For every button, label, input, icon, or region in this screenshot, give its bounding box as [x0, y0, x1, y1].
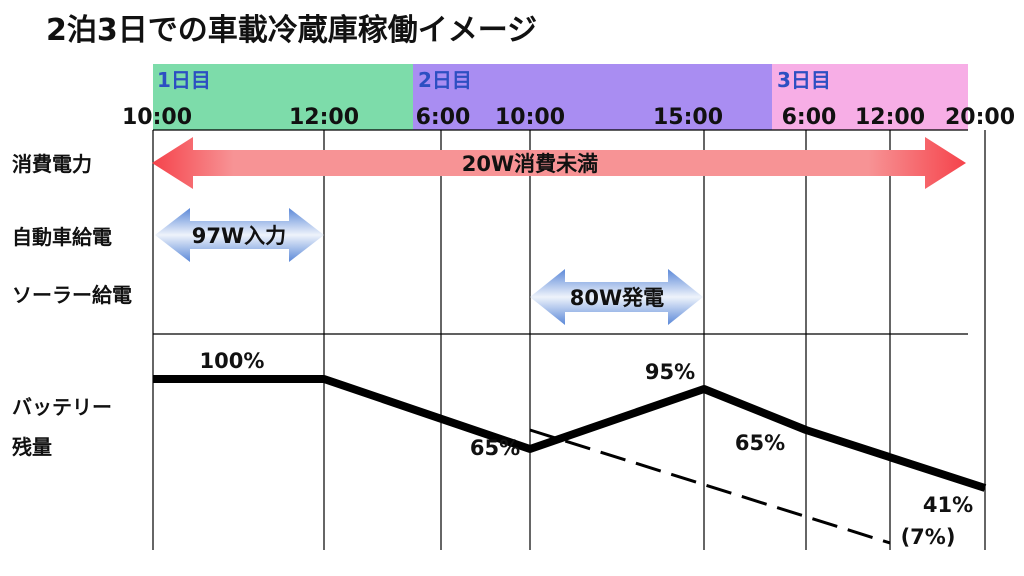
- day3-band: [772, 64, 968, 130]
- grid: [152, 129, 986, 550]
- chart-title: 2泊3日での車載冷蔵庫稼働イメージ: [46, 13, 537, 48]
- day1-label: 1日目: [157, 68, 211, 92]
- solar-supply-arrow: [530, 269, 703, 325]
- tick-label: 6:00: [782, 105, 837, 130]
- day2-label: 2日目: [418, 68, 472, 92]
- battery-line: [153, 375, 987, 492]
- tick-label: 10:00: [495, 105, 565, 130]
- tick-label: 15:00: [653, 105, 723, 130]
- data-label: 65%: [735, 431, 785, 455]
- tick-label: 6:00: [416, 105, 471, 130]
- row-label-solar-supply: ソーラー給電: [12, 283, 132, 307]
- data-label: (7%): [901, 525, 956, 549]
- day3-label: 3日目: [777, 68, 831, 92]
- battery-line-dashed: [529, 428, 891, 545]
- consumption-arrow: [152, 137, 966, 189]
- data-label: 41%: [923, 493, 973, 517]
- data-label: 95%: [645, 360, 695, 384]
- row-label-car-supply: 自動車給電: [12, 225, 112, 249]
- solar-supply-label: 80W発電: [570, 286, 664, 310]
- day1-band: [153, 64, 413, 130]
- tick-label: 20:00: [945, 105, 1015, 130]
- car-supply-arrow: [155, 208, 324, 262]
- consumption-label: 20W消費未満: [462, 152, 598, 176]
- row-label-battery-2: 残量: [12, 435, 52, 459]
- data-label: 65%: [470, 436, 520, 460]
- day2-band: [413, 64, 772, 130]
- row-label-battery-1: バッテリー: [12, 395, 112, 419]
- tick-label: 12:00: [289, 105, 359, 130]
- car-supply-label: 97W入力: [192, 224, 286, 248]
- data-label: 100%: [200, 349, 265, 373]
- tick-label: 12:00: [855, 105, 925, 130]
- tick-label: 10:00: [122, 105, 192, 130]
- row-label-consumption: 消費電力: [12, 152, 92, 176]
